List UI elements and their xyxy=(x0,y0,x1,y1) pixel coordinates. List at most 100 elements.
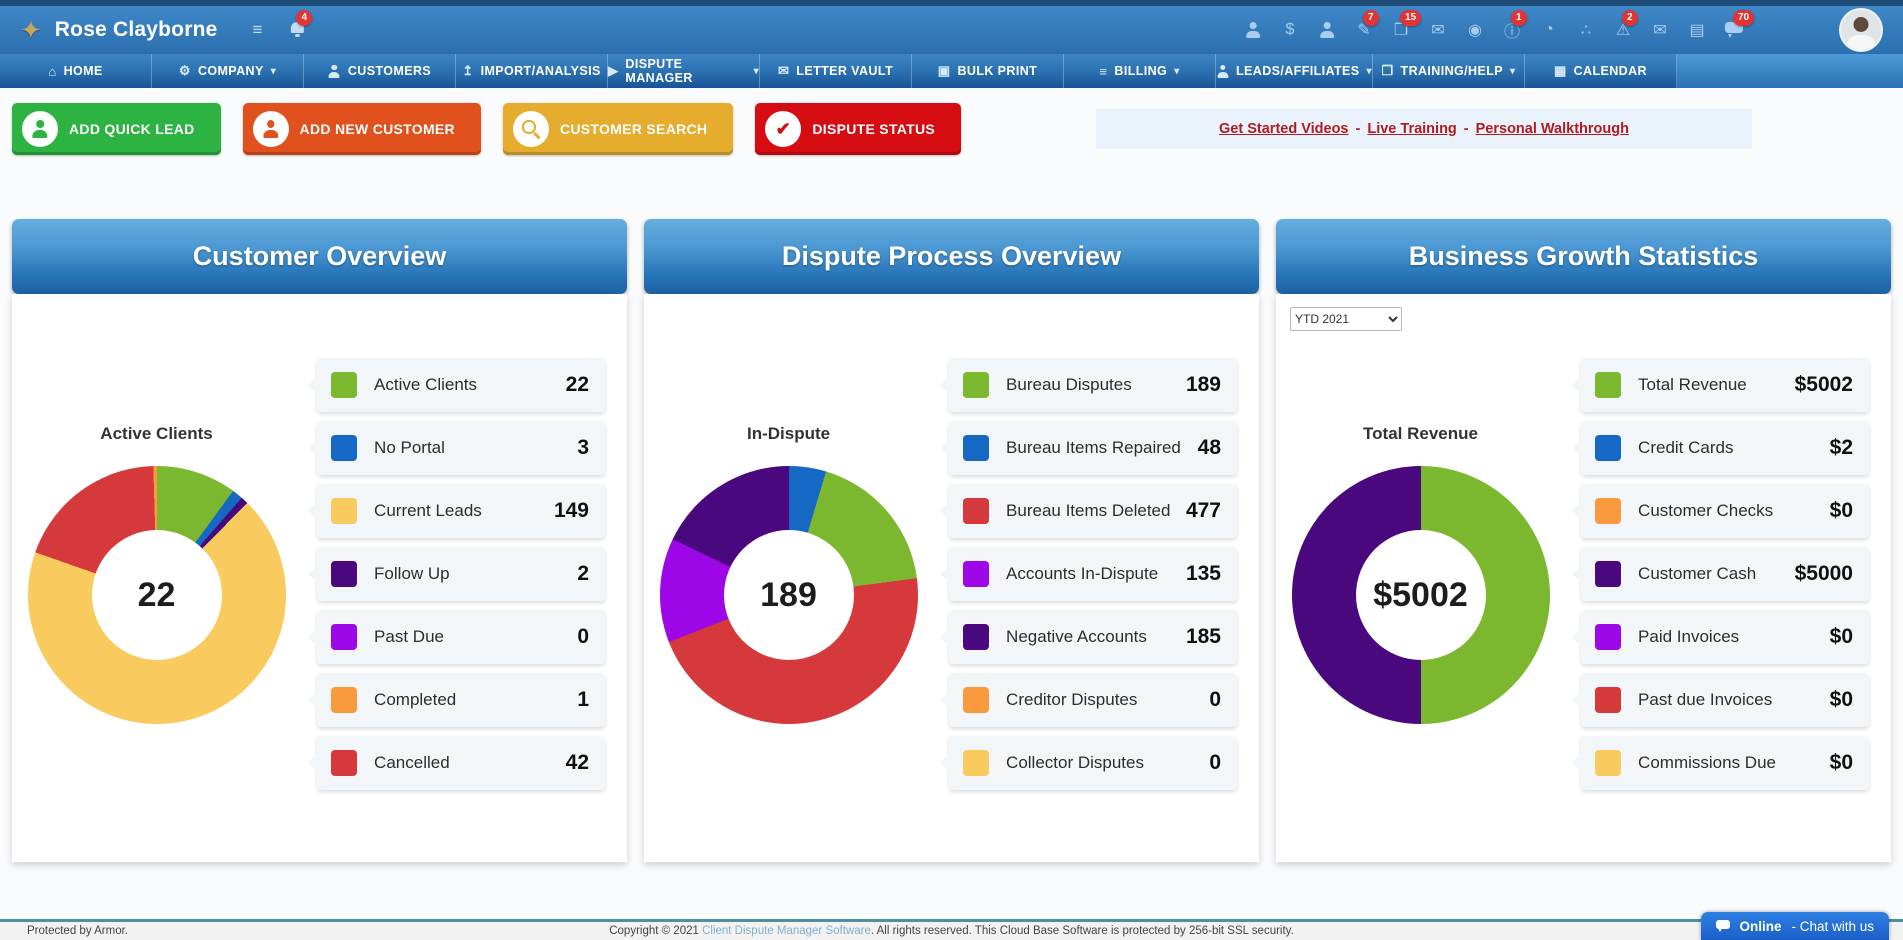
nav-label: LETTER VAULT xyxy=(796,64,893,78)
button-icon-circle xyxy=(22,111,58,147)
user-name: Rose Clayborne xyxy=(54,18,218,41)
check-icon: ✔ xyxy=(775,118,792,139)
legend-label: Past due Invoices xyxy=(1638,690,1773,709)
company-gear-icon: ⚙ xyxy=(178,63,191,78)
legend-swatch xyxy=(963,498,990,524)
leads-icon xyxy=(1216,65,1229,78)
calendar-icon: ▦ xyxy=(1553,63,1567,78)
customer-search-button[interactable]: CUSTOMER SEARCH xyxy=(502,103,734,155)
legend-swatch xyxy=(1595,435,1622,461)
mail2-icon[interactable]: ✉ xyxy=(1650,20,1670,40)
copyright-suffix: . All rights reserved. This Cloud Base S… xyxy=(870,925,1294,937)
nav-item-leads-affiliates[interactable]: LEADS/AFFILIATES xyxy=(1216,54,1373,88)
ytd-filter-select[interactable]: YTD 2021 xyxy=(1290,307,1402,331)
team-icon[interactable] xyxy=(1243,20,1263,40)
donut-center-value: 189 xyxy=(760,575,817,614)
dispute-process-overview-panel: Dispute Process Overview In-Dispute 189 … xyxy=(644,219,1259,862)
client-icon[interactable] xyxy=(1317,20,1337,40)
nav-label: CUSTOMERS xyxy=(347,64,432,78)
glyph: ✉ xyxy=(1653,22,1667,39)
legend-row: Creditor Disputes 0 xyxy=(949,673,1237,727)
tasks-icon[interactable]: ≡ xyxy=(247,20,267,40)
button-label: DISPUTE STATUS xyxy=(812,121,936,137)
get-started-videos-link[interactable]: Get Started Videos xyxy=(1219,121,1349,137)
legend-swatch xyxy=(1595,561,1622,587)
live-chat-tab[interactable]: Online - Chat with us xyxy=(1700,912,1889,940)
customer-overview-panel: Customer Overview Active Clients 22 Acti… xyxy=(12,219,627,862)
money-icon[interactable]: ▤ xyxy=(1687,20,1707,40)
legend-value: 42 xyxy=(565,751,589,774)
nav-item-calendar[interactable]: ▦ CALENDAR xyxy=(1524,54,1677,88)
legend-value: $0 xyxy=(1829,751,1853,774)
glyph: ⚠ xyxy=(1615,22,1631,39)
legend-row: Bureau Items Repaired 48 xyxy=(949,421,1237,475)
user-avatar[interactable] xyxy=(1839,8,1883,52)
legend-row: Cancelled 42 xyxy=(317,736,605,790)
main-nav: ⌂ HOME ⚙ COMPANY CUSTOMERS ↥ IMPORT/ANAL… xyxy=(0,54,1903,88)
legend-label: Bureau Items Deleted xyxy=(1006,501,1171,520)
legend-row: Customer Cash $5000 xyxy=(1581,547,1869,601)
legend-label: Total Revenue xyxy=(1638,375,1747,394)
personal-walkthrough-link[interactable]: Personal Walkthrough xyxy=(1475,121,1629,137)
chat-bubble-icon xyxy=(1715,919,1731,933)
legend-value: 3 xyxy=(577,436,589,459)
brand-logo-star-icon: ✦ xyxy=(20,15,42,45)
chat-status: Online xyxy=(1739,918,1782,934)
legend-label: Accounts In-Dispute xyxy=(1006,564,1159,583)
chart-area: Total Revenue $5002 xyxy=(1276,294,1565,862)
compose-icon[interactable]: ✎ 7 xyxy=(1354,10,1379,40)
chart-legend: Bureau Disputes 189 Bureau Items Repaire… xyxy=(933,294,1259,862)
legend-label: Bureau Items Repaired xyxy=(1006,438,1181,457)
legend-row: Past Due 0 xyxy=(317,610,605,664)
legend-label: Follow Up xyxy=(374,564,450,583)
topbar-right-icons: $ ✎ 7 ❐ 15 ✉ ◉ ⓘ 1 ◔ xyxy=(1243,10,1755,41)
info-icon[interactable]: ⓘ 1 xyxy=(1502,10,1527,41)
legend-swatch xyxy=(331,624,358,650)
copyright-prefix: Copyright © 2021 xyxy=(609,925,703,937)
glyph: ✉ xyxy=(1431,22,1445,39)
nav-item-bulk-print[interactable]: ▣ BULK PRINT xyxy=(912,54,1064,88)
nav-item-letter-vault[interactable]: ✉ LETTER VAULT xyxy=(760,54,912,88)
cdm-software-link[interactable]: Client Dispute Manager Software xyxy=(702,925,871,937)
notifications-bell-icon[interactable]: 4 xyxy=(287,10,313,40)
sitemap-icon[interactable]: ∴ xyxy=(1576,20,1596,40)
nav-item-training-help[interactable]: ❒ TRAINING/HELP xyxy=(1372,54,1525,88)
nav-label: DISPUTE MANAGER xyxy=(625,57,693,85)
pie-chart-icon[interactable]: ◔ xyxy=(1539,20,1559,40)
add-quick-lead-button[interactable]: ADD QUICK LEAD xyxy=(12,103,221,155)
nav-item-dispute-manager[interactable]: ▶ DISPUTE MANAGER xyxy=(608,54,760,88)
donut-chart: 22 xyxy=(27,466,286,724)
documents-icon[interactable]: ❐ 15 xyxy=(1391,10,1422,40)
button-label: CUSTOMER SEARCH xyxy=(559,121,708,137)
live-training-link[interactable]: Live Training xyxy=(1367,121,1457,137)
legend-swatch xyxy=(331,750,358,776)
legend-row: Negative Accounts 185 xyxy=(949,610,1237,664)
donut-chart: 189 xyxy=(659,466,918,724)
legend-value: 48 xyxy=(1197,436,1221,459)
nav-item-billing[interactable]: ≡ BILLING xyxy=(1064,54,1216,88)
chart-area: In-Dispute 189 xyxy=(644,294,933,862)
add-new-customer-button[interactable]: ADD NEW CUSTOMER xyxy=(242,103,481,155)
dispute-status-button[interactable]: ✔ DISPUTE STATUS xyxy=(755,103,962,155)
panel-header: Customer Overview xyxy=(12,219,627,294)
add-lead-person-icon xyxy=(31,120,49,138)
nav-item-company[interactable]: ⚙ COMPANY xyxy=(152,54,304,88)
alert-icon[interactable]: ⚠ 2 xyxy=(1613,10,1638,40)
nav-label: COMPANY xyxy=(197,64,264,78)
button-label: ADD NEW CUSTOMER xyxy=(299,121,455,137)
mail-icon[interactable]: ✉ xyxy=(1428,20,1448,40)
legend-value: $0 xyxy=(1829,625,1853,648)
chat-bubbles-icon[interactable]: 70 xyxy=(1724,10,1755,40)
nav-item-home[interactable]: ⌂ HOME xyxy=(0,54,152,88)
nav-label: IMPORT/ANALYSIS xyxy=(480,64,601,78)
payments-dollar-icon[interactable]: $ xyxy=(1280,20,1300,40)
legend-row: Collector Disputes 0 xyxy=(949,736,1237,790)
nav-item-import-analysis[interactable]: ↥ IMPORT/ANALYSIS xyxy=(456,54,608,88)
legend-label: Cancelled xyxy=(374,753,450,772)
glyph: ∴ xyxy=(1580,22,1592,39)
chevron-down-icon xyxy=(271,66,276,77)
topbar-left-icons: ≡ 4 xyxy=(247,10,313,40)
disc-icon[interactable]: ◉ xyxy=(1465,20,1485,40)
donut-center: 22 xyxy=(91,530,222,660)
nav-item-customers[interactable]: CUSTOMERS xyxy=(304,54,456,88)
